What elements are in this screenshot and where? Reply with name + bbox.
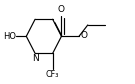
Text: O: O <box>80 31 87 40</box>
Text: N: N <box>32 54 38 63</box>
Text: HO: HO <box>3 32 16 41</box>
Text: CF₃: CF₃ <box>46 70 59 79</box>
Text: O: O <box>58 5 65 14</box>
